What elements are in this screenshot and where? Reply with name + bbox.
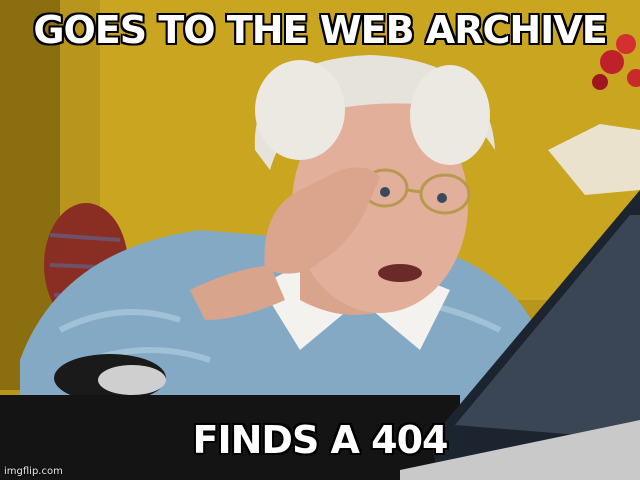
laptop (400, 190, 640, 480)
desk (0, 395, 460, 480)
watermark: imgflip.com (4, 466, 63, 477)
bottom-caption: FINDS A 404 (192, 417, 450, 463)
doily (548, 124, 640, 195)
top-caption: GOES TO THE WEB ARCHIVE (32, 7, 608, 53)
mouth (378, 264, 422, 282)
hand (264, 167, 380, 274)
flowers (592, 34, 640, 90)
